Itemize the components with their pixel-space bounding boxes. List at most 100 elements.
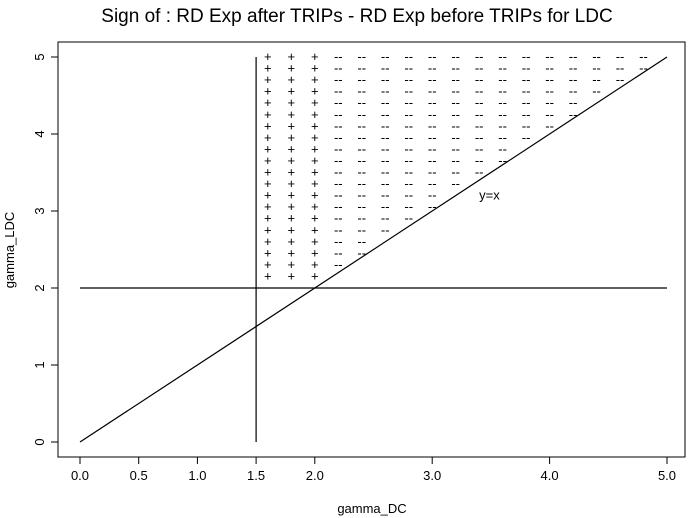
minus-mark: -- bbox=[357, 165, 366, 180]
minus-mark: -- bbox=[428, 153, 437, 168]
minus-mark: -- bbox=[357, 130, 366, 145]
minus-mark: -- bbox=[475, 165, 484, 180]
minus-mark: -- bbox=[451, 107, 460, 122]
minus-mark: -- bbox=[522, 84, 531, 99]
minus-mark: -- bbox=[334, 141, 343, 156]
minus-mark: -- bbox=[522, 130, 531, 145]
plus-mark: + bbox=[264, 61, 272, 76]
x-axis-label: gamma_DC bbox=[337, 501, 406, 516]
minus-mark: -- bbox=[451, 141, 460, 156]
minus-mark: -- bbox=[498, 118, 507, 133]
plus-mark: + bbox=[264, 268, 272, 283]
y-axis-label: gamma_LDC bbox=[2, 212, 17, 289]
minus-mark: -- bbox=[616, 49, 625, 64]
chart-title: Sign of : RD Exp after TRIPs - RD Exp be… bbox=[101, 6, 612, 27]
plus-mark: + bbox=[311, 118, 319, 133]
minus-mark: -- bbox=[475, 107, 484, 122]
minus-mark: -- bbox=[475, 153, 484, 168]
minus-mark: -- bbox=[334, 84, 343, 99]
plus-mark: + bbox=[288, 130, 296, 145]
minus-mark: -- bbox=[404, 61, 413, 76]
y-tick-label: 5 bbox=[32, 53, 47, 60]
minus-mark: -- bbox=[451, 130, 460, 145]
minus-mark: -- bbox=[404, 141, 413, 156]
y-axis: 0 1 2 3 4 5 bbox=[32, 53, 59, 446]
minus-mark: -- bbox=[428, 199, 437, 214]
minus-mark: -- bbox=[428, 141, 437, 156]
plus-mark: + bbox=[264, 188, 272, 203]
minus-mark: -- bbox=[334, 118, 343, 133]
minus-mark: -- bbox=[334, 130, 343, 145]
minus-mark: -- bbox=[592, 72, 601, 87]
minus-mark: -- bbox=[404, 107, 413, 122]
minus-mark: -- bbox=[451, 72, 460, 87]
minus-mark: -- bbox=[545, 49, 554, 64]
minus-mark: -- bbox=[404, 176, 413, 191]
plus-mark: + bbox=[264, 153, 272, 168]
x-tick-label: 0.0 bbox=[71, 468, 89, 483]
minus-mark: -- bbox=[498, 72, 507, 87]
plus-mark: + bbox=[288, 141, 296, 156]
x-tick-label: 2.0 bbox=[306, 468, 324, 483]
plus-mark: + bbox=[311, 61, 319, 76]
minus-mark: -- bbox=[381, 118, 390, 133]
plus-mark: + bbox=[288, 49, 296, 64]
minus-mark: -- bbox=[357, 72, 366, 87]
minus-mark: -- bbox=[545, 61, 554, 76]
minus-mark: -- bbox=[334, 188, 343, 203]
line-y-equals-x bbox=[79, 56, 668, 443]
plus-mark: + bbox=[264, 95, 272, 110]
plus-mark: + bbox=[264, 130, 272, 145]
minus-mark: -- bbox=[498, 130, 507, 145]
minus-mark: -- bbox=[569, 107, 578, 122]
plus-mark: + bbox=[311, 268, 319, 283]
plus-mark: + bbox=[264, 72, 272, 87]
minus-mark: -- bbox=[357, 95, 366, 110]
x-tick-label: 1.5 bbox=[247, 468, 265, 483]
minus-mark: -- bbox=[451, 61, 460, 76]
minus-mark: -- bbox=[381, 188, 390, 203]
plus-mark: + bbox=[288, 222, 296, 237]
plus-mark: + bbox=[311, 245, 319, 260]
minus-mark: -- bbox=[451, 95, 460, 110]
minus-mark: -- bbox=[334, 165, 343, 180]
minus-mark: -- bbox=[569, 49, 578, 64]
minus-mark: -- bbox=[475, 130, 484, 145]
minus-mark: -- bbox=[381, 176, 390, 191]
minus-mark: -- bbox=[404, 165, 413, 180]
minus-mark: -- bbox=[475, 141, 484, 156]
minus-mark: -- bbox=[381, 49, 390, 64]
plus-mark: + bbox=[264, 49, 272, 64]
x-tick-label: 1.0 bbox=[188, 468, 206, 483]
plus-mark: + bbox=[288, 72, 296, 87]
plus-mark: + bbox=[288, 95, 296, 110]
minus-mark: -- bbox=[428, 84, 437, 99]
annotation-y-equals-x: y=x bbox=[479, 187, 500, 202]
minus-mark: -- bbox=[522, 72, 531, 87]
minus-mark: -- bbox=[357, 118, 366, 133]
plus-mark: + bbox=[288, 153, 296, 168]
minus-mark: -- bbox=[545, 107, 554, 122]
minus-mark: -- bbox=[334, 176, 343, 191]
minus-mark: -- bbox=[404, 49, 413, 64]
reference-lines bbox=[79, 56, 668, 443]
plus-mark: + bbox=[311, 130, 319, 145]
minus-mark: -- bbox=[545, 95, 554, 110]
minus-mark: -- bbox=[334, 153, 343, 168]
minus-mark: -- bbox=[475, 84, 484, 99]
minus-mark: -- bbox=[475, 61, 484, 76]
plus-mark: + bbox=[311, 72, 319, 87]
minus-mark: -- bbox=[545, 84, 554, 99]
minus-mark: -- bbox=[381, 211, 390, 226]
plus-mark: + bbox=[264, 257, 272, 272]
y-tick-label: 0 bbox=[32, 438, 47, 445]
minus-mark: -- bbox=[522, 95, 531, 110]
minus-mark: -- bbox=[334, 61, 343, 76]
minus-mark: -- bbox=[357, 49, 366, 64]
plus-mark: + bbox=[311, 199, 319, 214]
minus-mark: -- bbox=[592, 84, 601, 99]
minus-mark: -- bbox=[498, 49, 507, 64]
minus-mark: -- bbox=[381, 84, 390, 99]
minus-mark: -- bbox=[404, 211, 413, 226]
minus-mark: -- bbox=[357, 188, 366, 203]
